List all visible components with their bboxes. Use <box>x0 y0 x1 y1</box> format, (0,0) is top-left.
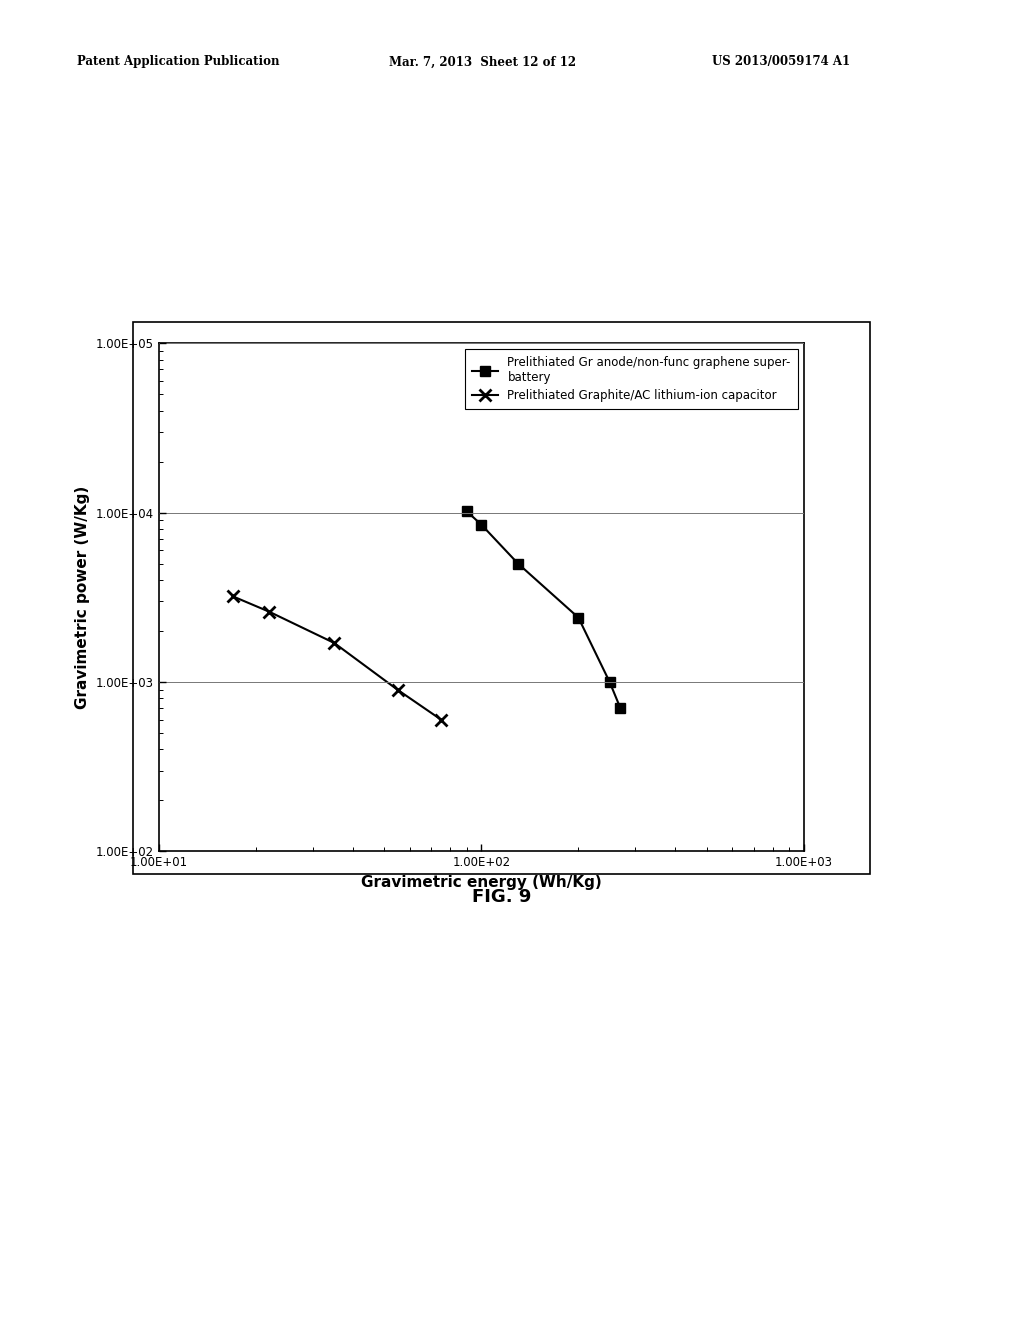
Text: Patent Application Publication: Patent Application Publication <box>77 55 280 69</box>
Prelithiated Graphite/AC lithium-ion capacitor <box>328 635 340 651</box>
Prelithiated Gr anode/non-func graphene super-
battery <box>461 503 473 519</box>
Prelithiated Gr anode/non-func graphene super-
battery <box>614 701 627 717</box>
Prelithiated Gr anode/non-func graphene super-
battery <box>603 675 615 690</box>
Prelithiated Graphite/AC lithium-ion capacitor <box>435 711 447 727</box>
Prelithiated Gr anode/non-func graphene super-
battery <box>512 556 524 572</box>
Text: Mar. 7, 2013  Sheet 12 of 12: Mar. 7, 2013 Sheet 12 of 12 <box>389 55 577 69</box>
X-axis label: Gravimetric energy (Wh/Kg): Gravimetric energy (Wh/Kg) <box>360 875 602 890</box>
Text: US 2013/0059174 A1: US 2013/0059174 A1 <box>712 55 850 69</box>
Line: Prelithiated Gr anode/non-func graphene super-
battery: Prelithiated Gr anode/non-func graphene … <box>462 507 626 713</box>
Prelithiated Graphite/AC lithium-ion capacitor <box>263 603 275 619</box>
Prelithiated Gr anode/non-func graphene super-
battery <box>572 610 585 626</box>
Prelithiated Graphite/AC lithium-ion capacitor <box>391 682 403 698</box>
Text: FIG. 9: FIG. 9 <box>472 888 531 907</box>
Y-axis label: Gravimetric power (W/Kg): Gravimetric power (W/Kg) <box>75 486 90 709</box>
Legend: Prelithiated Gr anode/non-func graphene super-
battery, Prelithiated Graphite/AC: Prelithiated Gr anode/non-func graphene … <box>465 348 798 409</box>
Prelithiated Graphite/AC lithium-ion capacitor <box>227 589 240 605</box>
Line: Prelithiated Graphite/AC lithium-ion capacitor: Prelithiated Graphite/AC lithium-ion cap… <box>226 590 447 726</box>
Prelithiated Gr anode/non-func graphene super-
battery <box>475 516 487 532</box>
